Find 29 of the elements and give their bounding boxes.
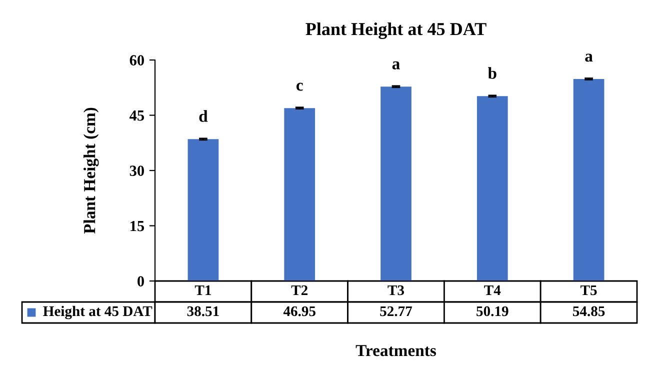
x-tick-label: T4 [484,285,501,296]
data-label: 46.95 [283,306,316,316]
data-label: 50.19 [476,306,508,316]
y-tick-label: 60 [130,55,144,66]
y-tick-label: 0 [138,276,144,286]
x-tick-label: T3 [388,285,404,296]
annotation: d [199,110,208,122]
data-label: 38.51 [187,306,219,316]
x-axis-title: Treatments [356,345,436,356]
bar [380,86,412,281]
data-label: 52.77 [380,306,412,316]
bar [476,96,508,281]
y-axis-title: Plant Height (cm) [84,108,99,234]
y-tick-label: 45 [130,110,144,121]
bar [573,78,604,281]
annotation: a [585,54,593,62]
y-tick-label: 30 [130,166,144,176]
x-tick-label: T5 [580,285,597,296]
y-tick-label: 15 [130,220,144,232]
x-tick-label: T2 [291,285,308,296]
chart-title: Plant Height at 45 DAT [306,22,486,39]
x-tick-label: T1 [194,285,211,296]
annotation: b [488,67,496,79]
bar [188,139,219,281]
bar [284,108,316,281]
annotation: c [296,82,303,91]
data-label: 54.85 [572,306,605,316]
legend-label: Height at 45 DAT [43,306,152,320]
annotation: a [392,61,400,70]
